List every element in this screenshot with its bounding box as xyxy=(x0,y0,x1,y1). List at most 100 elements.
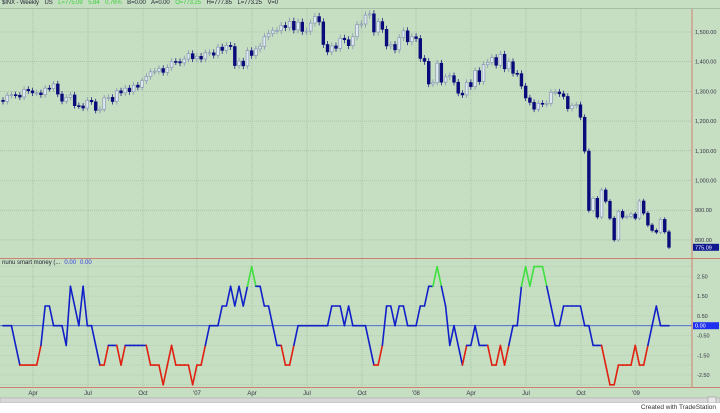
indicator-segment xyxy=(250,265,257,288)
down-candle xyxy=(127,87,132,92)
indicator-segment xyxy=(229,285,236,307)
down-candle xyxy=(72,94,77,106)
down-candle xyxy=(212,52,216,56)
x-tick-label: Jul xyxy=(303,391,311,397)
up-candle xyxy=(237,60,241,66)
price-tick-label: 900.00 xyxy=(695,208,712,214)
up-candle xyxy=(296,21,300,31)
indicator-tick-label: -2.50 xyxy=(697,373,710,379)
down-candle xyxy=(494,57,498,66)
up-candle xyxy=(169,61,174,68)
down-candle xyxy=(646,212,650,226)
indicator-segment xyxy=(550,305,556,327)
up-candle xyxy=(271,30,275,34)
x-tick-label: Apr xyxy=(247,391,256,397)
down-candle xyxy=(119,90,123,94)
indicator-segment xyxy=(444,305,451,347)
down-candle xyxy=(39,92,43,95)
footer-credit: Created with TradeStation xyxy=(640,404,716,411)
price-tick-label: 1,100.00 xyxy=(695,149,716,155)
indicator-segment xyxy=(453,324,460,347)
x-tick-label: '07 xyxy=(193,391,201,397)
up-candle xyxy=(443,76,448,83)
open-price: O=773.25 xyxy=(175,0,201,6)
down-candle xyxy=(199,56,203,60)
down-candle xyxy=(190,53,195,60)
indicator-tick-label: -1.50 xyxy=(697,353,710,359)
indicator-segment xyxy=(326,305,333,327)
down-candle xyxy=(174,61,178,63)
indicator-segment xyxy=(78,285,84,327)
indicator-segment xyxy=(61,324,68,347)
indicator-segment xyxy=(499,344,506,366)
up-candle xyxy=(262,36,267,47)
indicator-segment xyxy=(267,305,274,327)
up-candle xyxy=(85,100,90,109)
indicator-segment xyxy=(524,265,531,288)
price-candles xyxy=(1,10,671,250)
down-candle xyxy=(178,61,182,64)
down-candle xyxy=(511,61,515,74)
indicator-segment xyxy=(259,285,266,307)
indicator-header: nunu smart money (... 0.00 0.00 xyxy=(2,260,92,266)
x-tick-label: Jul xyxy=(522,391,530,397)
horizontal-scrollbar[interactable] xyxy=(0,397,720,404)
indicator-segment xyxy=(516,285,523,327)
down-candle xyxy=(654,230,659,233)
up-candle xyxy=(216,46,220,56)
last-price: L=775.09 xyxy=(58,0,83,6)
indicator-segment xyxy=(402,305,409,327)
up-candle xyxy=(9,94,14,96)
up-candle xyxy=(245,50,250,67)
scroll-right-button[interactable] xyxy=(707,396,717,404)
up-candle xyxy=(599,189,604,218)
up-candle xyxy=(464,82,469,96)
down-candle xyxy=(469,82,473,87)
indicator-segment xyxy=(65,285,72,347)
up-candle xyxy=(35,92,39,95)
indicator-name: nunu smart money (... xyxy=(2,260,61,266)
down-candle xyxy=(528,97,532,103)
indicator-segment xyxy=(604,364,611,386)
indicator-segment xyxy=(343,305,350,327)
indicator-segment xyxy=(651,305,658,327)
down-candle xyxy=(292,21,296,31)
indicator-segment xyxy=(10,324,17,347)
indicator-segment xyxy=(495,344,502,366)
down-candle xyxy=(439,62,444,83)
down-candle xyxy=(427,61,431,85)
indicator-segment xyxy=(642,344,649,366)
indicator-segment xyxy=(436,265,443,288)
down-candle xyxy=(604,189,608,202)
x-tick-label: Apr xyxy=(28,391,37,397)
down-candle xyxy=(595,198,600,218)
up-candle xyxy=(545,102,549,105)
x-tick-label: Oct xyxy=(576,391,586,397)
indicator-segment xyxy=(246,265,253,288)
price-tick-label: 1,500.00 xyxy=(695,30,716,36)
last-price-label: 775.09 xyxy=(695,245,712,251)
low-price: L=773.25 xyxy=(237,0,262,6)
up-candle xyxy=(5,94,9,102)
up-candle xyxy=(570,105,574,109)
down-candle xyxy=(77,105,81,107)
x-tick-label: Oct xyxy=(357,391,367,397)
indicator-segment xyxy=(486,344,493,366)
up-candle xyxy=(629,213,633,217)
down-candle xyxy=(532,102,536,110)
down-candle xyxy=(228,45,233,47)
up-candle xyxy=(279,25,283,31)
indicator-segment xyxy=(600,344,607,366)
down-candle xyxy=(650,224,654,231)
pct-change: 0.76% xyxy=(105,0,122,6)
down-candle xyxy=(47,87,52,90)
down-candle xyxy=(300,21,304,32)
price-tick-label: 1,400.00 xyxy=(695,60,716,66)
indicator-segment xyxy=(520,265,527,288)
indicator-segment xyxy=(647,324,653,347)
footer-background xyxy=(0,403,720,413)
indicator-value-2: 0.00 xyxy=(80,260,92,266)
down-candle xyxy=(1,100,5,102)
axes: Apr Jul Oct '07 Apr Jul Oct '08 Apr Jul Oct '09 1,50… xyxy=(0,8,720,397)
down-candle xyxy=(346,39,351,46)
